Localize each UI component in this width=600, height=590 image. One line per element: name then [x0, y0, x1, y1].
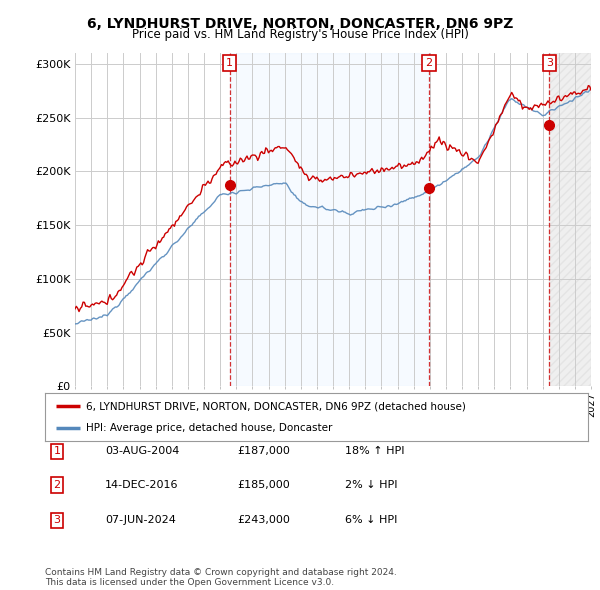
- Text: HPI: Average price, detached house, Doncaster: HPI: Average price, detached house, Donc…: [86, 423, 332, 433]
- Text: 1: 1: [53, 447, 61, 456]
- Text: 2% ↓ HPI: 2% ↓ HPI: [345, 480, 398, 490]
- Text: £187,000: £187,000: [237, 447, 290, 456]
- Text: 14-DEC-2016: 14-DEC-2016: [105, 480, 179, 490]
- Text: 03-AUG-2004: 03-AUG-2004: [105, 447, 179, 456]
- Text: £243,000: £243,000: [237, 516, 290, 525]
- Text: Contains HM Land Registry data © Crown copyright and database right 2024.
This d: Contains HM Land Registry data © Crown c…: [45, 568, 397, 587]
- Text: 2: 2: [53, 480, 61, 490]
- Text: 18% ↑ HPI: 18% ↑ HPI: [345, 447, 404, 456]
- Text: 6, LYNDHURST DRIVE, NORTON, DONCASTER, DN6 9PZ (detached house): 6, LYNDHURST DRIVE, NORTON, DONCASTER, D…: [86, 401, 466, 411]
- Text: 07-JUN-2024: 07-JUN-2024: [105, 516, 176, 525]
- Text: £185,000: £185,000: [237, 480, 290, 490]
- Bar: [230, 53, 429, 386]
- Text: Price paid vs. HM Land Registry's House Price Index (HPI): Price paid vs. HM Land Registry's House …: [131, 28, 469, 41]
- Text: 1: 1: [226, 58, 233, 68]
- Text: 2: 2: [425, 58, 433, 68]
- Text: 6% ↓ HPI: 6% ↓ HPI: [345, 516, 397, 525]
- Bar: [550, 53, 591, 386]
- Text: 6, LYNDHURST DRIVE, NORTON, DONCASTER, DN6 9PZ: 6, LYNDHURST DRIVE, NORTON, DONCASTER, D…: [87, 17, 513, 31]
- Text: 3: 3: [546, 58, 553, 68]
- Text: 3: 3: [53, 516, 61, 525]
